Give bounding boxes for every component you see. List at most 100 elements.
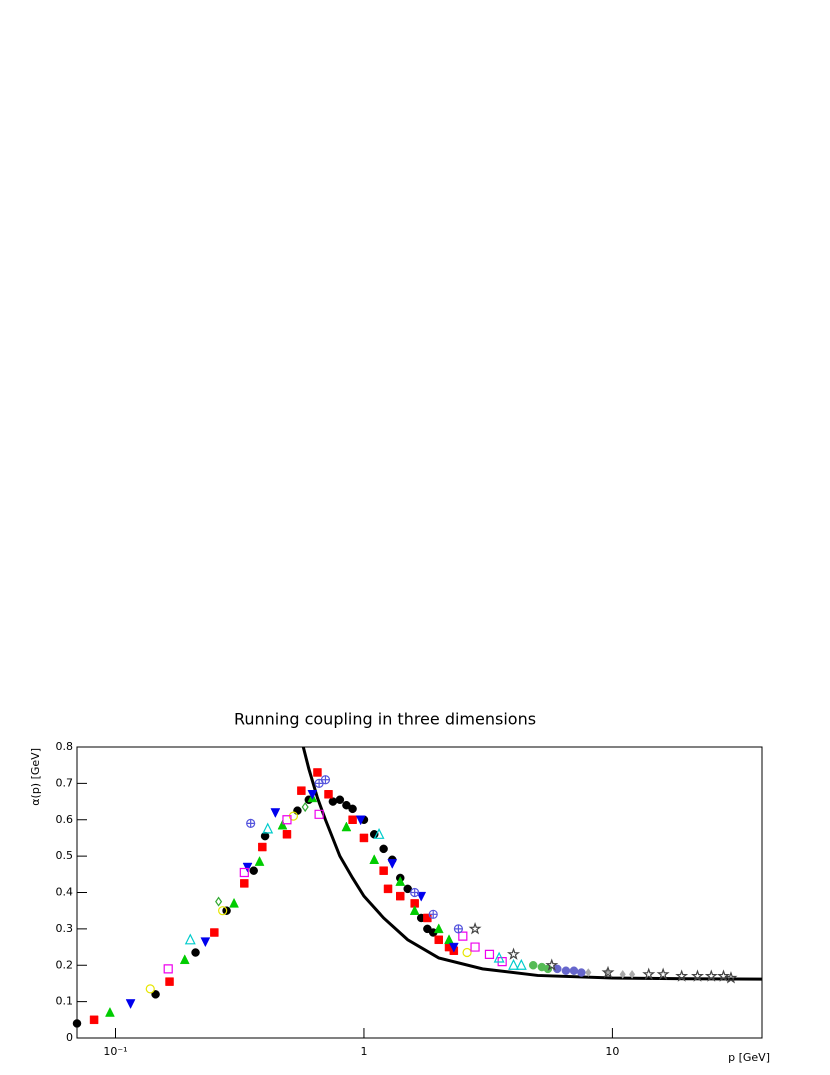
marker xyxy=(577,968,586,977)
marker xyxy=(585,968,592,977)
marker xyxy=(301,801,309,813)
marker xyxy=(242,862,253,873)
marker xyxy=(642,967,656,980)
y-tick-label: 0 xyxy=(66,1031,73,1044)
marker xyxy=(163,964,173,974)
marker xyxy=(493,951,505,963)
marker xyxy=(369,854,380,865)
marker xyxy=(270,808,281,819)
x-tick-label: 1 xyxy=(360,1045,367,1058)
marker xyxy=(508,958,520,970)
marker xyxy=(341,821,352,832)
marker xyxy=(348,815,357,824)
marker xyxy=(434,935,443,945)
marker xyxy=(507,947,521,960)
marker xyxy=(282,815,292,825)
marker xyxy=(229,897,239,908)
y-tick-label: 0.8 xyxy=(56,740,74,753)
y-tick-label: 0.7 xyxy=(56,776,74,789)
y-tick-label: 0.5 xyxy=(56,849,74,862)
y-tick-label: 0.1 xyxy=(56,995,74,1008)
chart-title: Running coupling in three dimensions xyxy=(234,710,536,729)
marker xyxy=(601,965,615,979)
marker xyxy=(561,966,571,975)
marker xyxy=(724,971,738,984)
marker xyxy=(497,957,507,967)
y-tick-label: 0.3 xyxy=(56,922,74,935)
y-tick-label: 0.2 xyxy=(56,958,74,971)
marker xyxy=(218,906,228,916)
marker xyxy=(313,768,322,777)
marker xyxy=(403,884,412,894)
marker xyxy=(314,809,324,819)
marker xyxy=(246,818,256,828)
marker xyxy=(704,969,718,982)
marker xyxy=(359,833,369,843)
marker xyxy=(348,804,357,814)
marker xyxy=(369,830,379,839)
marker xyxy=(328,797,338,806)
marker xyxy=(379,844,388,854)
marker xyxy=(254,856,265,866)
marker xyxy=(297,786,306,795)
marker xyxy=(409,905,420,915)
marker xyxy=(717,969,731,982)
marker xyxy=(468,922,482,935)
marker xyxy=(210,928,219,937)
marker xyxy=(335,795,345,804)
marker xyxy=(179,954,190,965)
marker xyxy=(89,1015,99,1025)
marker xyxy=(675,969,689,982)
marker xyxy=(387,859,398,869)
marker xyxy=(379,866,388,875)
marker xyxy=(282,830,292,839)
marker xyxy=(470,942,480,952)
marker xyxy=(258,842,267,852)
marker xyxy=(462,947,472,958)
marker xyxy=(433,923,444,934)
marker xyxy=(293,806,302,815)
curve xyxy=(301,746,763,981)
marker xyxy=(249,866,258,875)
x-axis-label: p [GeV] xyxy=(728,1051,770,1064)
marker xyxy=(215,896,223,907)
marker xyxy=(191,948,200,957)
marker xyxy=(453,924,464,934)
marker xyxy=(656,967,670,980)
x-tick-label: 10⁻¹ xyxy=(103,1045,127,1058)
marker xyxy=(240,879,249,888)
marker xyxy=(628,969,636,979)
marker xyxy=(373,827,385,839)
marker xyxy=(383,884,393,894)
marker xyxy=(184,933,196,945)
y-tick-label: 0.4 xyxy=(56,886,74,899)
marker xyxy=(448,942,459,953)
marker xyxy=(528,961,538,970)
marker xyxy=(355,815,366,826)
marker xyxy=(484,949,495,959)
marker xyxy=(553,964,562,974)
marker xyxy=(239,867,249,878)
marker xyxy=(619,969,626,979)
marker xyxy=(410,887,420,898)
marker xyxy=(145,984,155,994)
marker xyxy=(307,790,318,800)
marker xyxy=(395,876,406,886)
y-axis-label: α(p) [GeV] xyxy=(29,748,42,806)
marker xyxy=(125,999,136,1009)
marker xyxy=(165,977,174,986)
marker xyxy=(72,1019,82,1028)
marker xyxy=(396,891,405,901)
y-tick-label: 0.6 xyxy=(56,813,74,826)
marker xyxy=(515,958,527,970)
marker xyxy=(416,891,427,902)
marker xyxy=(324,790,333,799)
marker xyxy=(262,822,274,834)
marker xyxy=(277,819,288,830)
marker xyxy=(543,964,553,974)
marker xyxy=(428,909,438,919)
marker xyxy=(444,934,454,945)
x-tick-label: 10 xyxy=(605,1045,619,1058)
